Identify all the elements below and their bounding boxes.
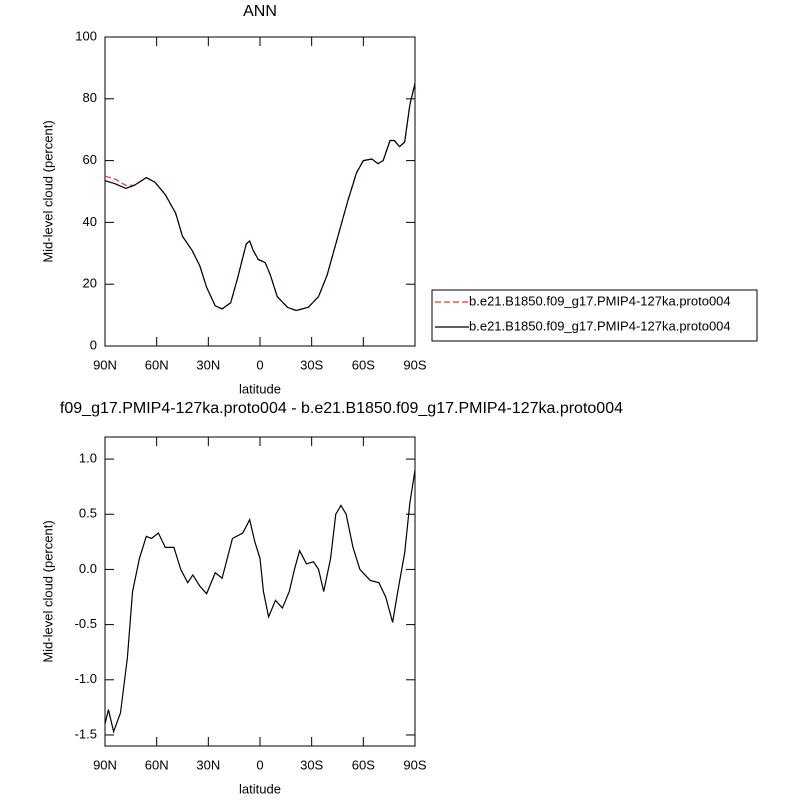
y-tick-label: 20 — [83, 276, 97, 291]
y-tick-label: -0.5 — [75, 616, 97, 631]
legend-label: b.e21.B1850.f09_g17.PMIP4-127ka.proto004 — [469, 318, 731, 333]
x-tick-label: 90N — [93, 757, 117, 772]
x-tick-label: 30N — [196, 757, 220, 772]
data-line — [104, 83, 416, 312]
x-tick-label: 30S — [300, 757, 323, 772]
y-tick-label: -1.0 — [75, 671, 97, 686]
x-tick-label: 90N — [93, 357, 117, 372]
chart-title: ANN — [243, 3, 277, 20]
x-tick-label: 60N — [145, 357, 169, 372]
data-line — [104, 470, 416, 734]
y-tick-label: 80 — [83, 90, 97, 105]
x-tick-label: 90S — [403, 357, 426, 372]
x-tick-label: 60S — [352, 757, 375, 772]
legend-label: b.e21.B1850.f09_g17.PMIP4-127ka.proto004 — [469, 293, 731, 308]
y-tick-label: 40 — [83, 214, 97, 229]
x-tick-label: 30S — [300, 357, 323, 372]
data-line — [104, 83, 416, 312]
legend-box — [431, 289, 758, 342]
x-axis-label: latitude — [239, 781, 281, 796]
y-tick-label: 100 — [75, 28, 97, 43]
y-tick-label: -1.5 — [75, 726, 97, 741]
x-tick-label: 60S — [352, 357, 375, 372]
chart-title: f09_g17.PMIP4-127ka.proto004 - b.e21.B18… — [60, 400, 623, 417]
x-tick-label: 90S — [403, 757, 426, 772]
y-axis-label: Mid-level cloud (percent) — [40, 120, 55, 262]
y-tick-label: 1.0 — [79, 451, 97, 466]
y-axis-label: Mid-level cloud (percent) — [40, 520, 55, 662]
x-tick-label: 0 — [256, 357, 263, 372]
x-tick-label: 60N — [145, 757, 169, 772]
y-tick-label: 0 — [90, 337, 97, 352]
x-tick-label: 0 — [256, 757, 263, 772]
y-tick-label: 60 — [83, 152, 97, 167]
x-axis-label: latitude — [239, 381, 281, 396]
plot-frame — [104, 436, 416, 747]
y-tick-label: 0.5 — [79, 506, 97, 521]
y-tick-label: 0.0 — [79, 561, 97, 576]
plot-frame — [104, 36, 416, 347]
x-tick-label: 30N — [196, 357, 220, 372]
